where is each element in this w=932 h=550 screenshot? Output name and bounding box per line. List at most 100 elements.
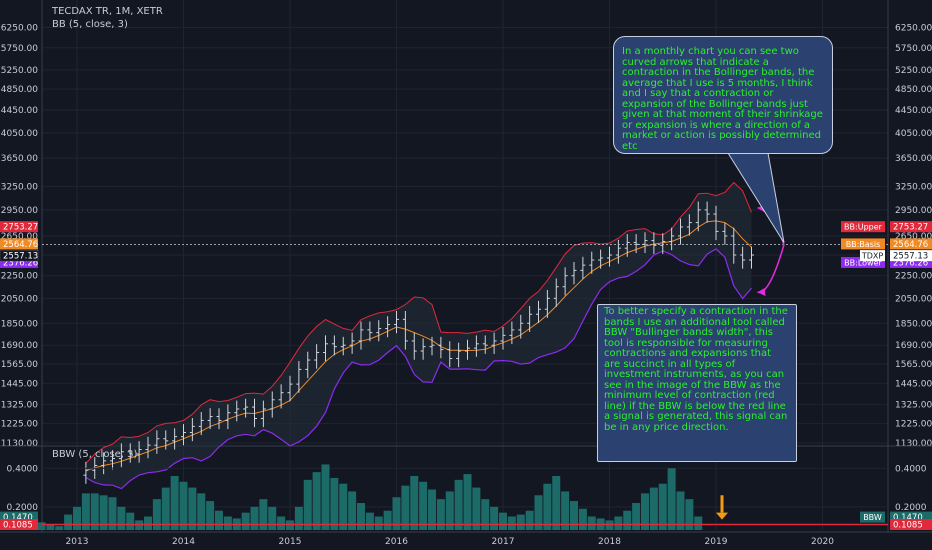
bbw-tick-right: 0.4000: [895, 464, 927, 474]
bbw-bar: [37, 522, 46, 530]
bbw-name-tag-bg: [860, 511, 885, 523]
bbw-bar: [46, 524, 55, 530]
bbw-bar: [188, 487, 197, 530]
bbw-bar: [516, 514, 525, 530]
y-tick-label-left: 3650.00: [1, 154, 38, 164]
right-price-tag-bg: [890, 221, 932, 233]
bbw-bar: [277, 516, 286, 530]
text-note[interactable]: To better specify a contraction in the b…: [597, 304, 797, 462]
left-price-tag: 2753.27: [3, 223, 38, 233]
y-tick-label-left: 1565.00: [1, 360, 38, 370]
bbw-bar: [587, 516, 596, 530]
bbw-bar: [215, 510, 223, 530]
bbw-bar: [410, 476, 419, 530]
bbw-bar: [64, 514, 73, 530]
right-price-tag-bg: [890, 256, 932, 268]
bbw-bar: [401, 485, 410, 530]
y-tick-label-right: 2650.00: [895, 232, 932, 242]
band-fill: [85, 182, 752, 489]
bbw-bar: [614, 516, 623, 530]
left-current-tag-bg: [0, 249, 39, 262]
bbw-bar: [126, 512, 135, 530]
bbw-bar: [676, 491, 685, 530]
bbw-bar: [392, 497, 401, 530]
band-name-tag: BB:Upper: [844, 223, 883, 232]
bbw-bar: [481, 499, 490, 530]
bbw-bar: [490, 506, 499, 530]
y-tick-label-left: 2950.00: [1, 206, 38, 216]
y-tick-label-left: 1690.00: [1, 341, 38, 351]
bbw-bar: [436, 499, 445, 530]
x-tick-label: 2016: [385, 537, 408, 547]
x-tick-label: 2019: [705, 537, 728, 547]
bbw-bar: [507, 516, 516, 530]
bbw-bar: [312, 472, 321, 530]
bbw-bar: [321, 464, 330, 530]
bbw-bar: [161, 487, 170, 530]
y-tick-label-left: 2250.00: [1, 272, 38, 282]
y-tick-label-left: 4050.00: [1, 129, 38, 139]
y-tick-label-right: 2950.00: [895, 206, 932, 216]
bbw-right-tag-bg: [890, 511, 932, 523]
x-tick-label: 2018: [598, 537, 621, 547]
y-tick-label-right: 1850.00: [895, 319, 932, 329]
bbw-bar: [534, 495, 543, 530]
y-tick-label-right: 4850.00: [895, 85, 932, 95]
x-tick-label: 2017: [492, 537, 515, 547]
callout-note[interactable]: In a monthly chart you can see two curve…: [613, 36, 833, 154]
bbw-tick-right: 0.2000: [895, 503, 927, 513]
threshold-left-tag-bg: [0, 519, 38, 531]
left-price-tag-bg: [0, 221, 38, 233]
bbw-bar: [623, 510, 632, 530]
bbw-bar: [445, 491, 454, 530]
left-current-tag: 2557.13: [3, 252, 38, 262]
bbw-left-tag-bg: [0, 511, 38, 523]
bbw-bar: [552, 476, 561, 530]
bbw-bar: [117, 506, 126, 530]
y-tick-label-left: 1850.00: [1, 319, 38, 329]
bbw-bar: [81, 493, 90, 530]
y-tick-label-left: 1225.00: [1, 419, 38, 429]
right-price-tag: 2564.76: [893, 240, 928, 250]
bbw-bar: [179, 481, 188, 530]
y-tick-label-left: 5250.00: [1, 66, 38, 76]
bbw-bar: [259, 499, 268, 530]
y-tick-label-right: 1325.00: [895, 400, 932, 410]
y-tick-label-left: 5750.00: [1, 44, 38, 54]
y-tick-label-right: 1565.00: [895, 360, 932, 370]
y-tick-label-left: 2650.00: [1, 232, 38, 242]
bbw-bar: [561, 491, 570, 530]
band-name-tag-bg: [841, 238, 885, 250]
threshold-right-tag: 0.1085: [893, 521, 923, 531]
left-price-tag-bg: [0, 238, 38, 250]
bbw-bar: [206, 501, 215, 530]
text-note-text: To better specify a contraction in the b…: [604, 306, 788, 433]
bbw-bar: [241, 512, 250, 530]
bbw-bar: [73, 506, 81, 530]
y-tick-label-right: 1130.00: [895, 439, 932, 449]
bbw-bar: [348, 491, 357, 530]
bbw-bar: [649, 487, 658, 530]
current-name-tag-bg: [860, 250, 885, 262]
bb-upper-line: [85, 181, 752, 464]
symbol-title: TECDAX TR, 1M, XETR: [52, 6, 163, 17]
y-tick-label-left: 4850.00: [1, 85, 38, 95]
bbw-bar: [197, 493, 206, 530]
bbw-bar: [55, 526, 64, 530]
right-price-tag-bg: [890, 238, 932, 250]
bbw-bar: [90, 493, 99, 530]
indicator-title: BB (5, close, 3): [52, 19, 128, 30]
bb-basis-line: [85, 220, 752, 471]
left-price-tag-bg: [0, 256, 38, 268]
bbw-bar: [365, 512, 374, 530]
bbw-bar: [641, 493, 649, 530]
bbw-tick-left: 0.4000: [7, 464, 39, 474]
x-tick-label: 2020: [811, 537, 834, 547]
y-tick-label-right: 2050.00: [895, 294, 932, 304]
bbw-bar: [268, 506, 277, 530]
right-current-tag-bg: [890, 250, 932, 262]
band-name-tag-bg: [841, 256, 885, 268]
bbw-bar: [294, 506, 303, 530]
bbw-title: BBW (5, close, 3): [52, 449, 138, 460]
left-price-tag: 2376.26: [3, 258, 38, 268]
